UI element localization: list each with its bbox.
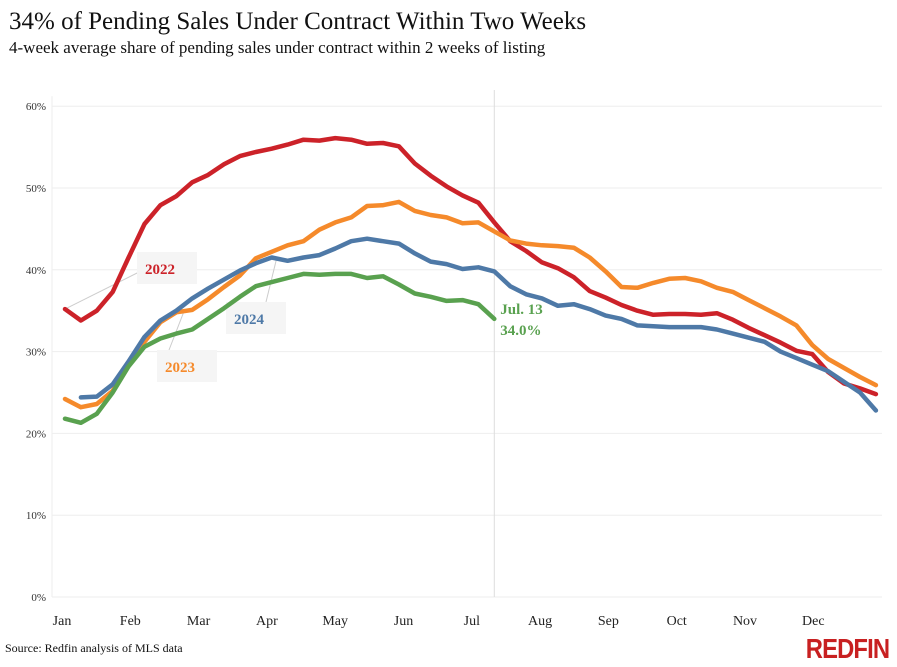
x-tick-label: Jan — [53, 614, 72, 629]
x-tick-label: Feb — [120, 614, 141, 629]
x-tick-label: Apr — [256, 614, 278, 629]
series-label-2024: 2024 — [234, 312, 265, 328]
x-tick-label: May — [322, 614, 348, 629]
y-tick-label: 40% — [26, 265, 46, 277]
series-label-2022: 2022 — [145, 262, 175, 278]
x-tick-label: Nov — [733, 614, 757, 629]
y-tick-label: 50% — [26, 183, 46, 195]
series-label-box — [226, 302, 286, 334]
y-tick-label: 30% — [26, 347, 46, 359]
y-tick-label: 0% — [31, 592, 46, 604]
series-line-2022 — [62, 135, 879, 397]
x-tick-label: Oct — [667, 614, 687, 629]
annotation-value: 34.0% — [500, 323, 541, 339]
y-tick-label: 20% — [26, 428, 46, 440]
x-tick-label: Jul — [464, 614, 480, 629]
series-label-box — [137, 252, 197, 284]
leader-line — [64, 266, 150, 310]
x-tick-label: Sep — [598, 614, 619, 629]
series-line-2023 — [62, 199, 879, 410]
series-label-2023: 2023 — [165, 360, 195, 376]
y-tick-label: 10% — [26, 510, 46, 522]
source-note: Source: Redfin analysis of MLS data — [5, 641, 183, 655]
redfin-logo: REDFIN — [805, 633, 890, 664]
chart-title: 34% of Pending Sales Under Contract With… — [9, 8, 587, 35]
series-line-current — [62, 271, 497, 426]
x-tick-label: Jun — [394, 614, 413, 629]
chart-subtitle: 4-week average share of pending sales un… — [9, 38, 546, 57]
x-tick-label: Mar — [187, 614, 211, 629]
y-tick-label: 60% — [26, 101, 46, 113]
leader-line — [168, 310, 185, 351]
x-tick-label: Dec — [802, 614, 825, 629]
series-line-2024 — [78, 236, 879, 413]
series-label-box — [157, 350, 217, 382]
x-tick-label: Aug — [528, 614, 552, 629]
annotation-date: Jul. 13 — [500, 302, 543, 318]
